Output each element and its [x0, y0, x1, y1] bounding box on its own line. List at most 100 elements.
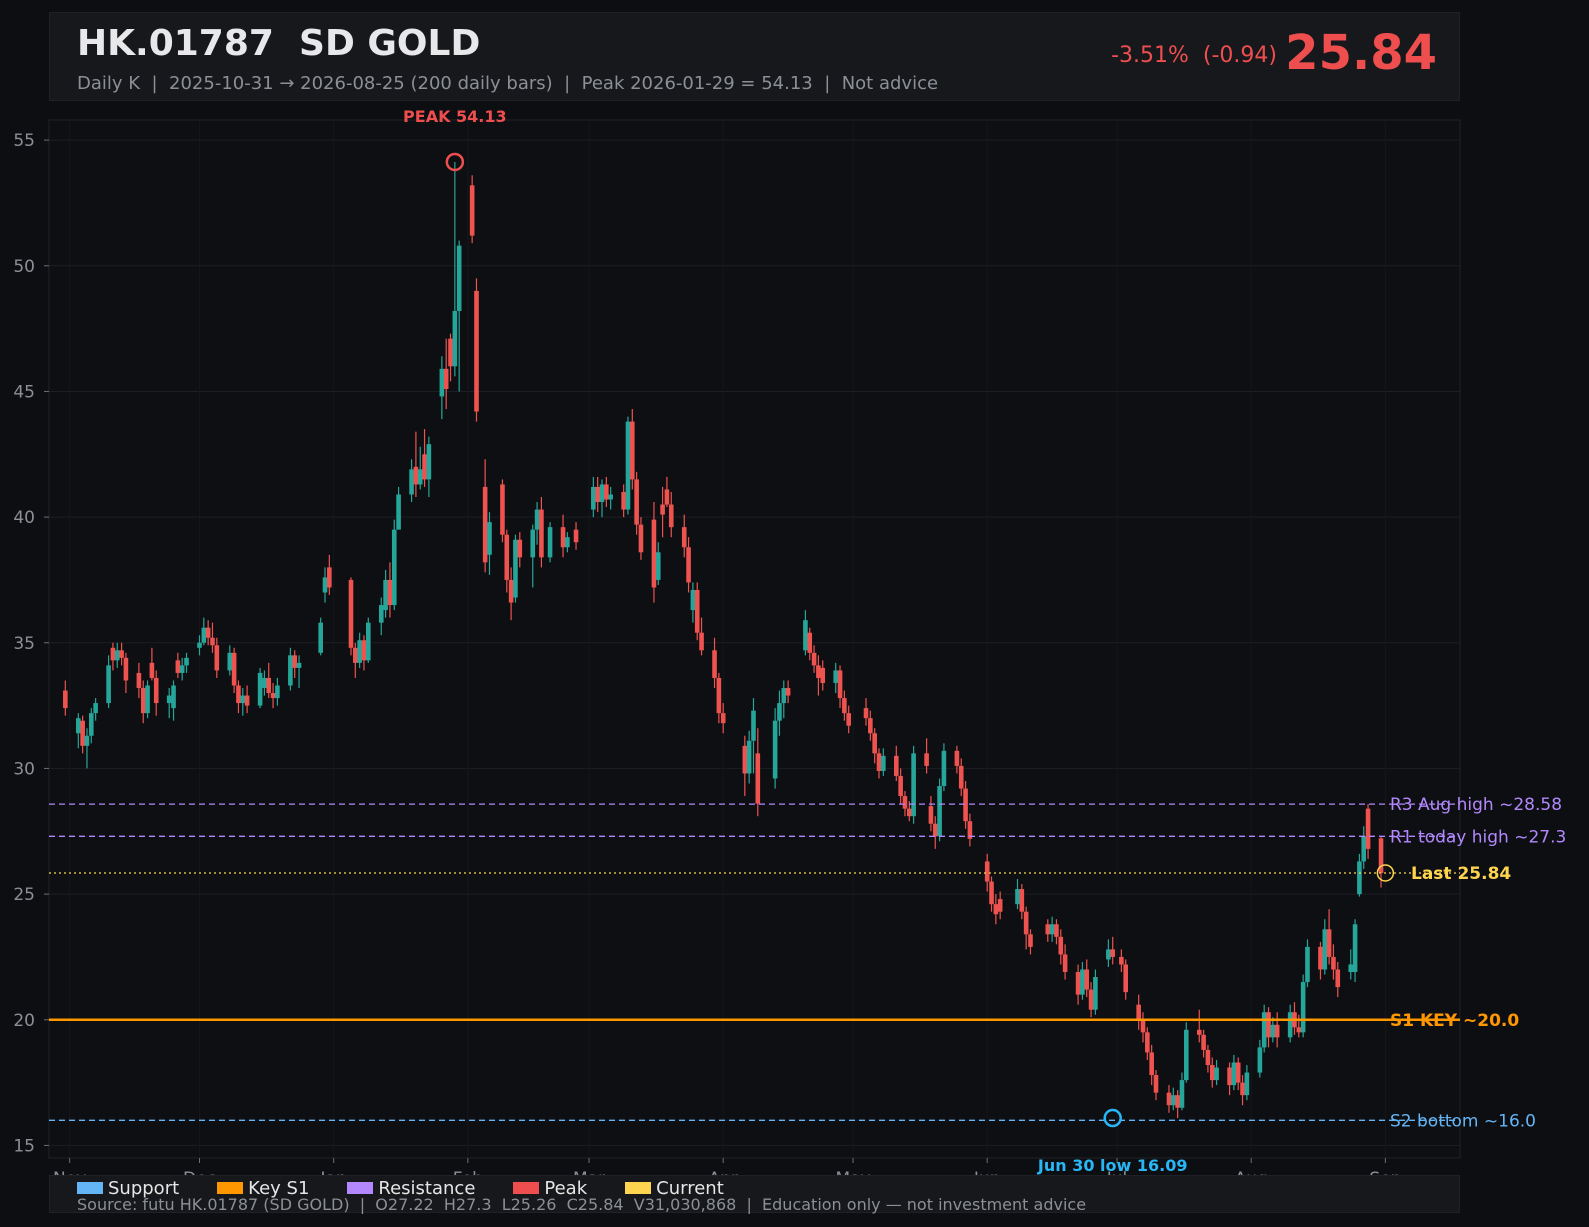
candle-body [288, 655, 293, 686]
candle-body [145, 685, 150, 714]
candle-body [902, 796, 908, 809]
candle-body [625, 421, 631, 510]
candle-body [881, 755, 886, 771]
candle-body [387, 579, 393, 606]
candle-body [634, 479, 639, 525]
candle-body [149, 662, 155, 678]
legend-label: Support [108, 1177, 180, 1199]
candle-body [1201, 1034, 1206, 1050]
candle-body [755, 753, 761, 804]
candle-body [500, 484, 505, 535]
candle-body [214, 645, 220, 671]
candle-body [443, 368, 449, 389]
candle-body [1205, 1049, 1211, 1066]
candle-body [1326, 929, 1332, 957]
candle-body [452, 311, 458, 367]
candle-body [179, 665, 185, 673]
candle-body [984, 861, 990, 882]
candle-body [655, 552, 661, 580]
candle-body [171, 685, 176, 709]
candle-body [409, 469, 414, 495]
y-tick-label: 15 [13, 1136, 35, 1156]
candle-body [1179, 1080, 1185, 1108]
price-change: -3.51% (-0.94) [1111, 43, 1277, 68]
candle-body [266, 677, 272, 694]
candle-body [184, 657, 189, 666]
candle-body [88, 713, 94, 736]
candle-body [201, 627, 207, 643]
candle-body [1058, 936, 1064, 955]
candle-body [119, 650, 124, 658]
candle-body [1183, 1029, 1189, 1081]
candle-body [1348, 964, 1354, 973]
candle-body [686, 547, 691, 583]
candle-body [357, 640, 362, 663]
candle-body [197, 642, 202, 648]
candle-body [1075, 972, 1081, 995]
candle-body [595, 486, 600, 503]
candle-body [227, 652, 233, 671]
candle-body [1287, 1012, 1293, 1038]
candle-body [1305, 946, 1310, 983]
candle-body [1240, 1082, 1245, 1096]
candle-body [746, 740, 752, 774]
candle-body [1335, 969, 1341, 988]
candle-body [110, 647, 116, 661]
candle-body [906, 808, 912, 817]
candle-body [210, 637, 215, 646]
candle-body [1352, 924, 1358, 973]
legend-label: Key S1 [248, 1177, 310, 1199]
candle-body [153, 677, 159, 704]
candle-body [803, 620, 808, 651]
page-title: HK.01787 SD GOLD [77, 23, 481, 64]
candle-body [1049, 924, 1055, 935]
candle-body [1023, 911, 1029, 935]
legend-swatch [217, 1182, 244, 1194]
candle-body [1054, 924, 1059, 937]
candle-body [1361, 836, 1367, 862]
candle-body [842, 698, 847, 714]
candle-body [565, 537, 570, 548]
candle-body [327, 567, 332, 588]
current-price-marker [1376, 864, 1395, 882]
level-label: R1 today high ~27.3 [1390, 827, 1566, 847]
candle-body [681, 527, 687, 548]
candle-body [807, 632, 813, 653]
legend-item-peak: Peak [513, 1178, 587, 1199]
candle-body [1270, 1024, 1276, 1038]
candle-body [534, 509, 540, 530]
candle-body [1153, 1075, 1159, 1093]
candle-body [106, 665, 111, 704]
legend-item-resistance: Resistance [347, 1178, 475, 1199]
low-marker [1103, 1108, 1122, 1128]
candle-body [1015, 889, 1020, 905]
candle-body [833, 670, 839, 683]
candle-body [1106, 949, 1111, 960]
candle-body [937, 786, 942, 837]
candle-body [136, 672, 142, 689]
candle-body [1257, 1047, 1263, 1073]
source-note: Source: futu HK.01787 (SD GOLD) | O27.22… [77, 1195, 1087, 1214]
chart-footer: Support Key S1 Resistance Peak Current Sourc… [49, 1175, 1460, 1214]
candle-body [608, 494, 613, 500]
candle-body [591, 486, 596, 510]
candle-body [391, 529, 397, 606]
y-tick-label: 25 [13, 885, 35, 905]
legend-swatch [347, 1182, 374, 1194]
candle-body [84, 735, 90, 746]
candle-body [517, 539, 523, 558]
candle-body [361, 640, 367, 661]
candle-body [928, 806, 934, 824]
candle-body [1357, 861, 1362, 895]
level-label: Last 25.84 [1411, 864, 1511, 884]
candle-body [292, 655, 298, 668]
candle-body [205, 627, 211, 638]
candle-body [651, 519, 657, 588]
candle-body [629, 421, 635, 480]
candle-body [1318, 946, 1323, 970]
chart-header: HK.01787 SD GOLD Daily K | 2025-10-31 → … [49, 12, 1460, 101]
candle-body [876, 753, 882, 771]
candle-body [240, 695, 246, 704]
candle-body [1028, 934, 1033, 947]
